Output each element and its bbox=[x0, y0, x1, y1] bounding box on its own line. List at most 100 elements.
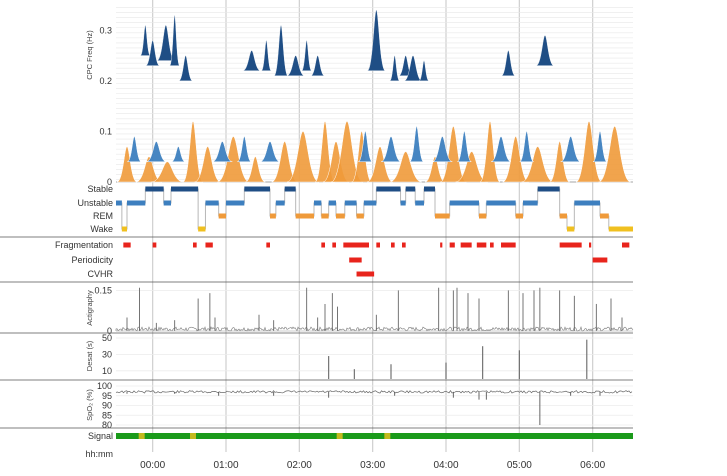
stage-segment bbox=[171, 186, 199, 192]
time-tick-label: 05:00 bbox=[507, 460, 532, 471]
event-interval-periodicity bbox=[592, 257, 608, 263]
event-interval-fragmentation bbox=[193, 242, 197, 248]
stage-segment bbox=[567, 226, 575, 232]
stage-segment bbox=[275, 200, 285, 206]
cpc-tick-label: 0.2 bbox=[99, 76, 112, 86]
cpc-mid-band-peak bbox=[182, 121, 204, 183]
stage-segment bbox=[424, 186, 435, 192]
cpc-low-band-peak bbox=[171, 146, 186, 163]
event-interval-fragmentation bbox=[402, 242, 406, 248]
cpc-high-band-peak bbox=[242, 50, 261, 71]
cpc-mid-band-peak bbox=[366, 146, 394, 183]
event-interval-fragmentation bbox=[391, 242, 395, 248]
cpc-mid-band-peak bbox=[389, 151, 422, 183]
cpc-low-band-peak bbox=[592, 131, 608, 163]
stage-segment bbox=[336, 213, 345, 219]
event-interval-fragmentation bbox=[490, 242, 494, 248]
actigraphy-noise-trace bbox=[115, 325, 634, 332]
event-interval-fragmentation bbox=[205, 242, 213, 248]
spo2-tick-label: 90 bbox=[102, 401, 112, 411]
time-tick-label: 02:00 bbox=[287, 460, 312, 471]
desat-ylabel: Desat (s) bbox=[85, 340, 94, 371]
stage-segment bbox=[116, 200, 122, 206]
stage-segment bbox=[218, 213, 226, 219]
cpc-mid-band-peak bbox=[502, 136, 529, 183]
event-interval-fragmentation bbox=[589, 242, 592, 248]
sleep-stage-panel: Stable Unstable REM Wake bbox=[0, 184, 633, 238]
cpc-high-band-peak bbox=[367, 9, 386, 71]
event-interval-fragmentation bbox=[440, 242, 443, 248]
cpc-low-band-peak bbox=[146, 141, 167, 163]
event-interval-fragmentation bbox=[266, 242, 270, 248]
stage-transition-line bbox=[116, 188, 633, 230]
signal-label: Signal bbox=[88, 431, 113, 441]
cpc-tick-label: 0.1 bbox=[99, 126, 112, 136]
stage-segment bbox=[400, 200, 406, 206]
cpc-mid-band-peak bbox=[151, 161, 184, 183]
event-interval-fragmentation bbox=[460, 242, 472, 248]
stage-segment bbox=[284, 186, 296, 192]
stage-label-stable: Stable bbox=[87, 184, 113, 194]
cpc-high-band-peak bbox=[273, 25, 289, 76]
spo2-ylabel: SpO₂ (%) bbox=[85, 389, 94, 421]
event-interval-fragmentation bbox=[321, 242, 325, 248]
cpc-high-band-peak bbox=[301, 40, 312, 71]
cpc-tick-label: 0.3 bbox=[99, 25, 112, 35]
stage-segment bbox=[486, 200, 516, 206]
cpc-mid-band-peak bbox=[479, 121, 501, 183]
cpc-high-band-peak bbox=[501, 50, 516, 76]
stage-segment bbox=[344, 200, 357, 206]
stage-segment bbox=[314, 200, 322, 206]
cpc-high-band-peak bbox=[169, 14, 180, 66]
cpc-high-band-peak bbox=[418, 60, 430, 82]
time-tick-label: 03:00 bbox=[360, 460, 385, 471]
cpc-high-band-peak bbox=[145, 40, 160, 66]
spo2-tick-label: 80 bbox=[102, 420, 112, 430]
cpc-low-band-peak bbox=[432, 136, 453, 163]
cpc-mid-band-peak bbox=[598, 126, 631, 183]
actigraphy-tick-label: 0.15 bbox=[94, 285, 112, 295]
cpc-high-band-peak bbox=[403, 55, 423, 82]
time-tick-label: 01:00 bbox=[213, 460, 238, 471]
actigraphy-tick-label: 0 bbox=[107, 326, 112, 336]
stage-label-rem: REM bbox=[93, 211, 113, 221]
desaturation-panel: 50 30 10 Desat (s) bbox=[0, 333, 633, 381]
cpc-mid-band-peak bbox=[245, 156, 266, 183]
stage-segment bbox=[321, 213, 329, 219]
stage-segment bbox=[608, 226, 633, 232]
stage-segment bbox=[295, 213, 314, 219]
cpc-mid-band-peak bbox=[521, 146, 554, 183]
actigraphy-ylabel: Actigraphy bbox=[85, 290, 94, 326]
event-interval-fragmentation bbox=[622, 242, 630, 248]
event-label-periodicity: Periodicity bbox=[71, 255, 113, 265]
cpc-low-band-peak bbox=[409, 126, 424, 163]
cpc-low-band-peak bbox=[237, 136, 252, 163]
cpc-low-band-peak bbox=[259, 141, 281, 163]
signal-fair-segment bbox=[336, 433, 343, 439]
event-interval-cvhr bbox=[356, 271, 375, 277]
stage-segment bbox=[415, 200, 424, 206]
stage-segment bbox=[198, 226, 206, 232]
stage-segment bbox=[405, 186, 416, 192]
cpc-high-band-peak bbox=[286, 55, 305, 76]
cpc-mid-band-peak bbox=[116, 146, 138, 183]
event-label-cvhr: CVHR bbox=[87, 269, 113, 279]
event-panel: Fragmentation Periodicity CVHR bbox=[0, 240, 633, 283]
time-tick-label: 04:00 bbox=[433, 460, 458, 471]
stage-segment bbox=[523, 200, 538, 206]
desat-tick-label: 10 bbox=[102, 366, 112, 376]
cpc-low-band-peak bbox=[519, 131, 534, 163]
cpc-low-band-peak bbox=[457, 131, 472, 163]
stage-segment bbox=[435, 213, 450, 219]
stage-label-unstable: Unstable bbox=[77, 198, 113, 208]
signal-fair-segment bbox=[190, 433, 196, 439]
signal-quality-bar bbox=[116, 433, 633, 439]
time-tick-label: 06:00 bbox=[580, 460, 605, 471]
stage-label-wake: Wake bbox=[90, 224, 113, 234]
spo2-tick-label: 95 bbox=[102, 391, 112, 401]
event-interval-fragmentation bbox=[332, 242, 336, 248]
stage-segment bbox=[244, 186, 270, 192]
stage-segment bbox=[515, 213, 523, 219]
time-axis-label: hh:mm bbox=[85, 449, 113, 459]
